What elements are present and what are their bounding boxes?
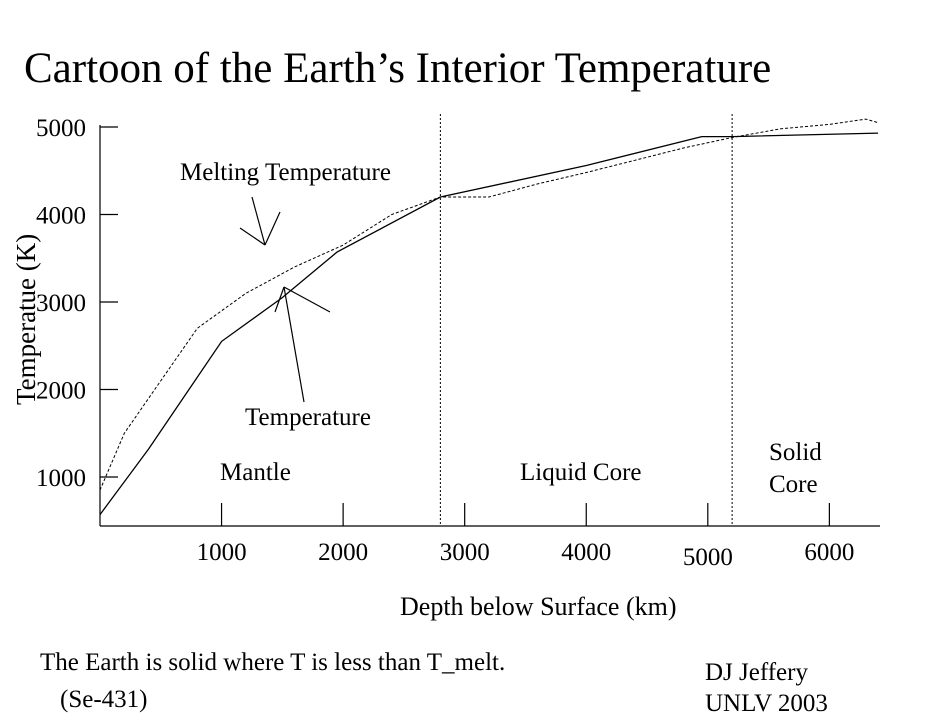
temperature-arrow-shaft: [283, 286, 305, 403]
y-tick-label: 2000: [36, 378, 86, 405]
series-lines: [99, 118, 879, 515]
melting-temperature-line: [99, 118, 879, 491]
y-tick-label: 1000: [36, 465, 86, 492]
temperature-arrow-head-2: [283, 286, 331, 313]
y-ticks: 1000 2000 3000 4000 5000: [36, 115, 118, 492]
temperature-line: [99, 132, 879, 515]
temperature-label: Temperature: [245, 404, 371, 431]
x-tick-label: 4000: [561, 539, 611, 566]
region-core: Core: [769, 471, 818, 498]
melting-temperature-label: Melting Temperature: [180, 159, 391, 186]
y-tick-label: 5000: [36, 115, 86, 142]
chart-title: Cartoon of the Earth’s Interior Temperat…: [24, 45, 771, 92]
footer-caption: The Earth is solid where T is less than …: [40, 649, 505, 676]
footer-ref: (Se-431): [60, 686, 147, 713]
x-tick-label: 6000: [804, 539, 854, 566]
footer-author: DJ Jeffery: [705, 659, 808, 686]
boundary-lines: [439, 114, 733, 526]
region-solid: Solid: [769, 439, 822, 466]
x-tick-label: 3000: [440, 539, 490, 566]
melting-arrow-head: [239, 227, 266, 246]
region-mantle: Mantle: [220, 459, 291, 486]
x-ticks: 1000 2000 3000 4000 5000 6000: [197, 503, 854, 571]
y-tick-label: 4000: [36, 203, 86, 230]
y-tick-label: 3000: [36, 290, 86, 317]
x-axis-label: Depth below Surface (km): [400, 592, 677, 621]
y-axis-label: Temperatue (K): [11, 234, 41, 405]
x-tick-label: 2000: [318, 539, 368, 566]
x-tick-label: 5000: [683, 544, 733, 571]
melting-arrow-shaft: [251, 196, 266, 246]
x-tick-label: 1000: [197, 539, 247, 566]
region-liquid-core: Liquid Core: [520, 459, 642, 486]
temperature-arrow-head: [274, 286, 285, 313]
footer-affiliation: UNLV 2003: [705, 690, 828, 717]
melting-arrow-head-2: [264, 211, 281, 246]
